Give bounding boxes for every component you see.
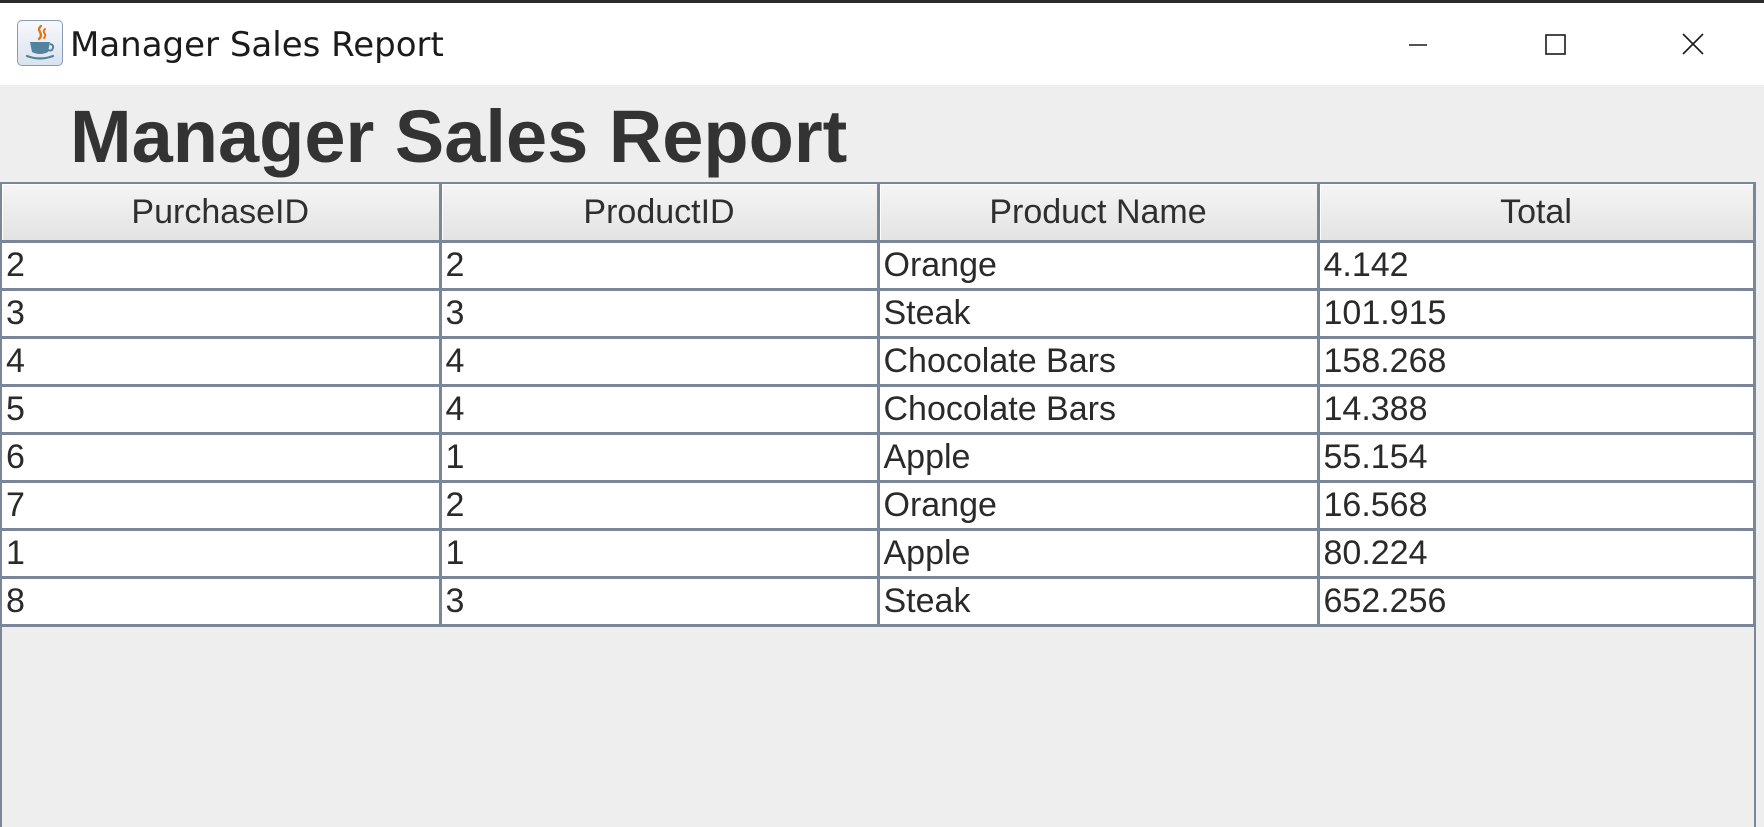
cell-product-name[interactable]: Steak (878, 289, 1320, 339)
table-row[interactable]: 2 2 Orange 4.142 (2, 241, 1756, 291)
cell-total[interactable]: 158.268 (1318, 337, 1756, 387)
cell-total[interactable]: 4.142 (1318, 241, 1756, 291)
table-scroll-pane[interactable]: PurchaseID ProductID Product Name Total … (0, 182, 1756, 827)
cell-purchase-id[interactable]: 5 (2, 385, 442, 435)
cell-product-name[interactable]: Steak (878, 577, 1320, 627)
cell-product-id[interactable]: 2 (440, 241, 880, 291)
cell-purchase-id[interactable]: 7 (2, 481, 442, 531)
close-button[interactable] (1665, 17, 1721, 71)
cell-product-id[interactable]: 4 (440, 385, 880, 435)
table-row[interactable]: 7 2 Orange 16.568 (2, 481, 1756, 531)
cell-purchase-id[interactable]: 3 (2, 289, 442, 339)
window-title: Manager Sales Report (70, 25, 444, 65)
cell-product-id[interactable]: 1 (440, 433, 880, 483)
cell-product-name[interactable]: Apple (878, 433, 1320, 483)
minimize-icon (1390, 17, 1446, 71)
cell-total[interactable]: 55.154 (1318, 433, 1756, 483)
minimize-button[interactable] (1390, 17, 1446, 71)
cell-purchase-id[interactable]: 8 (2, 577, 442, 627)
cell-total[interactable]: 101.915 (1318, 289, 1756, 339)
cell-purchase-id[interactable]: 2 (2, 241, 442, 291)
cell-product-id[interactable]: 3 (440, 289, 880, 339)
column-header-total[interactable]: Total (1318, 184, 1756, 243)
cell-total[interactable]: 16.568 (1318, 481, 1756, 531)
cell-product-id[interactable]: 3 (440, 577, 880, 627)
close-icon (1665, 17, 1721, 71)
cell-product-id[interactable]: 4 (440, 337, 880, 387)
table-header-row: PurchaseID ProductID Product Name Total (2, 184, 1756, 243)
cell-product-name[interactable]: Apple (878, 529, 1320, 579)
cell-total[interactable]: 80.224 (1318, 529, 1756, 579)
cell-purchase-id[interactable]: 6 (2, 433, 442, 483)
table-row[interactable]: 4 4 Chocolate Bars 158.268 (2, 337, 1756, 387)
cell-total[interactable]: 652.256 (1318, 577, 1756, 627)
title-bar[interactable]: Manager Sales Report (0, 3, 1764, 85)
cell-purchase-id[interactable]: 1 (2, 529, 442, 579)
cell-product-id[interactable]: 1 (440, 529, 880, 579)
cell-product-id[interactable]: 2 (440, 481, 880, 531)
maximize-button[interactable] (1527, 17, 1583, 71)
sales-table[interactable]: PurchaseID ProductID Product Name Total … (2, 184, 1756, 627)
cell-product-name[interactable]: Chocolate Bars (878, 385, 1320, 435)
cell-product-name[interactable]: Orange (878, 241, 1320, 291)
table-row[interactable]: 5 4 Chocolate Bars 14.388 (2, 385, 1756, 435)
content-panel: Manager Sales Report PurchaseID ProductI… (0, 85, 1764, 827)
cell-product-name[interactable]: Orange (878, 481, 1320, 531)
cell-total[interactable]: 14.388 (1318, 385, 1756, 435)
table-row[interactable]: 6 1 Apple 55.154 (2, 433, 1756, 483)
cell-product-name[interactable]: Chocolate Bars (878, 337, 1320, 387)
column-header-product-id[interactable]: ProductID (440, 184, 880, 243)
column-header-product-name[interactable]: Product Name (878, 184, 1320, 243)
table-row[interactable]: 3 3 Steak 101.915 (2, 289, 1756, 339)
column-header-purchase-id[interactable]: PurchaseID (2, 184, 442, 243)
table-row[interactable]: 8 3 Steak 652.256 (2, 577, 1756, 627)
java-cup-icon (17, 20, 63, 66)
cell-purchase-id[interactable]: 4 (2, 337, 442, 387)
maximize-icon (1527, 17, 1583, 71)
table-row[interactable]: 1 1 Apple 80.224 (2, 529, 1756, 579)
page-title: Manager Sales Report (70, 95, 848, 178)
